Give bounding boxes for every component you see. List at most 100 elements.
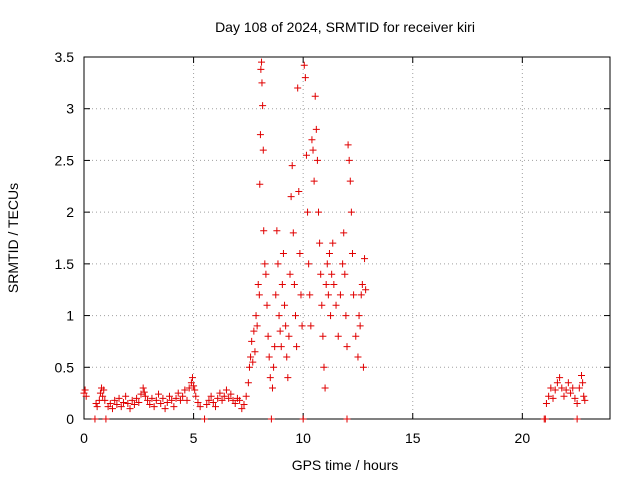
data-point	[140, 388, 148, 396]
data-point	[350, 291, 358, 299]
data-point	[276, 327, 284, 335]
data-point	[188, 374, 196, 382]
data-point	[111, 396, 119, 404]
data-point	[275, 312, 283, 320]
y-tick-label: 3.5	[55, 49, 75, 65]
data-point	[547, 384, 555, 392]
data-point	[560, 392, 568, 400]
data-point	[358, 281, 366, 289]
data-point	[253, 322, 261, 330]
data-point	[281, 301, 289, 309]
data-point	[146, 401, 154, 409]
x-axis-title: GPS time / hours	[292, 457, 399, 473]
data-point	[256, 131, 264, 139]
data-point	[308, 136, 316, 144]
data-point	[296, 250, 304, 258]
data-point	[255, 291, 263, 299]
data-point	[157, 399, 165, 407]
data-point	[181, 386, 189, 394]
data-point	[345, 156, 353, 164]
data-point	[283, 353, 291, 361]
y-tick-label: 3	[66, 101, 74, 117]
data-point	[266, 374, 274, 382]
data-point	[92, 399, 100, 407]
data-point	[293, 343, 301, 351]
x-tick-label: 15	[405, 430, 421, 446]
data-point	[222, 386, 230, 394]
data-point	[174, 389, 182, 397]
data-point	[553, 379, 561, 387]
data-point	[579, 379, 587, 387]
data-point	[274, 260, 282, 268]
data-point	[564, 379, 572, 387]
data-point	[556, 374, 564, 382]
data-point	[238, 405, 246, 413]
data-point	[307, 322, 315, 330]
data-point	[254, 281, 262, 289]
data-point	[549, 394, 557, 402]
data-point	[270, 363, 278, 371]
data-point	[551, 386, 559, 394]
data-point	[297, 291, 305, 299]
data-point	[218, 396, 226, 404]
data-point	[341, 270, 349, 278]
data-point	[334, 332, 342, 340]
data-point	[259, 102, 267, 110]
data-point	[558, 384, 566, 392]
data-point	[347, 208, 355, 216]
data-point	[298, 322, 306, 330]
data-point	[265, 353, 273, 361]
data-point	[340, 229, 348, 237]
data-point	[101, 396, 109, 404]
data-point	[336, 291, 344, 299]
data-point	[352, 332, 360, 340]
data-point	[580, 392, 588, 400]
data-point	[355, 312, 363, 320]
data-point	[113, 401, 121, 409]
chart-title: Day 108 of 2024, SRMTID for receiver kir…	[215, 19, 475, 35]
data-point	[300, 61, 308, 69]
data-point	[263, 301, 271, 309]
data-point	[315, 208, 323, 216]
data-point	[108, 405, 116, 413]
data-point	[141, 392, 149, 400]
data-point	[286, 270, 294, 278]
data-point	[569, 384, 577, 392]
data-point	[259, 146, 267, 154]
data-point	[575, 384, 583, 392]
data-point	[257, 65, 265, 73]
data-point	[244, 379, 252, 387]
x-tick-label: 20	[515, 430, 531, 446]
data-point	[277, 343, 285, 351]
data-point	[323, 260, 331, 268]
data-point	[207, 392, 215, 400]
data-point	[159, 394, 167, 402]
data-point	[203, 401, 211, 409]
data-point	[256, 180, 264, 188]
axis-ticks: 0 5 10 15 20 0 0.5 1 1.5 2 2.5 3 3.5	[55, 49, 610, 446]
data-point	[304, 208, 312, 216]
data-point	[252, 312, 260, 320]
data-point	[148, 394, 156, 402]
y-axis-title: SRMTID / TECUs	[5, 183, 21, 293]
data-point	[242, 392, 250, 400]
data-point	[273, 227, 281, 235]
data-point	[356, 322, 364, 330]
data-point	[284, 374, 292, 382]
data-point	[122, 392, 130, 400]
data-point	[133, 394, 141, 402]
data-point	[135, 398, 143, 406]
data-point	[225, 394, 233, 402]
data-point	[163, 398, 171, 406]
data-point	[359, 363, 367, 371]
data-point	[81, 386, 89, 394]
data-point	[321, 384, 329, 392]
data-point	[93, 403, 101, 411]
data-point	[267, 415, 275, 423]
data-point	[128, 396, 136, 404]
data-point	[342, 312, 350, 320]
data-point	[150, 403, 158, 411]
data-point	[545, 392, 553, 400]
data-point	[102, 415, 110, 423]
data-points	[80, 58, 589, 423]
